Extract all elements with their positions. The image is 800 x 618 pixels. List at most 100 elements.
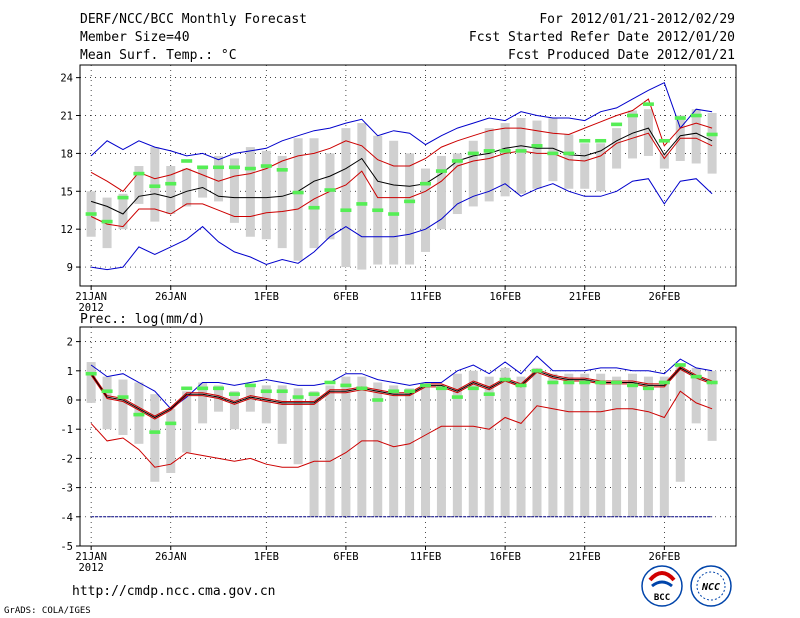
y-tick-label: 15 xyxy=(60,186,73,198)
x-tick-label: 11FEB xyxy=(410,551,442,563)
median-marker xyxy=(340,383,352,388)
inner-lower-line xyxy=(90,390,713,468)
ensemble-box xyxy=(484,376,494,517)
ensemble-box xyxy=(261,385,271,424)
ensemble-box xyxy=(357,123,367,270)
inner-upper-line xyxy=(90,98,713,192)
x-tick-label: 16FEB xyxy=(489,551,521,563)
refer-date-label: Fcst Started Refer Date 2012/01/20 xyxy=(469,30,735,45)
ensemble-box xyxy=(421,168,431,252)
ensemble-box xyxy=(612,128,622,169)
ensemble-box xyxy=(628,373,638,517)
outer-upper-line xyxy=(90,82,713,161)
x-tick-label: 26FEB xyxy=(649,291,681,303)
median-marker xyxy=(388,389,400,394)
median-marker xyxy=(563,151,575,156)
plot-frame xyxy=(79,326,737,547)
median-marker xyxy=(435,169,447,173)
precip-variable-label: Prec.: log(mm/d) xyxy=(80,312,205,327)
median-marker xyxy=(499,377,511,382)
median-marker xyxy=(356,202,368,206)
x-tick-label: 21FEB xyxy=(569,551,601,563)
ensemble-box xyxy=(245,147,255,237)
inner-lower-line xyxy=(90,132,713,228)
median-marker xyxy=(117,395,129,399)
y-tick-label: -5 xyxy=(60,541,73,553)
median-marker xyxy=(611,380,623,385)
median-marker xyxy=(260,389,272,394)
ensemble-box xyxy=(500,367,510,517)
figure-title: DERF/NCC/BCC Monthly Forecast xyxy=(80,12,307,27)
ensemble-box xyxy=(564,134,574,189)
ensemble-box xyxy=(500,123,510,197)
median-marker xyxy=(197,165,209,170)
median-marker xyxy=(483,392,495,396)
median-marker xyxy=(213,165,225,170)
y-tick-label: 1 xyxy=(67,366,73,378)
y-tick-label: 21 xyxy=(60,111,73,123)
median-marker xyxy=(308,392,320,396)
ensemble-box xyxy=(596,373,606,517)
ensemble-box xyxy=(261,150,271,240)
ensemble-box xyxy=(150,394,160,482)
year-label: 2012 xyxy=(78,302,103,314)
member-size-label: Member Size=40 xyxy=(80,30,190,45)
median-marker xyxy=(165,421,177,426)
ensemble-box xyxy=(134,166,144,204)
ensemble-box xyxy=(659,376,669,517)
ensemble-box xyxy=(659,153,669,169)
median-marker xyxy=(324,380,336,385)
median-marker xyxy=(579,138,591,143)
ensemble-box xyxy=(118,379,128,436)
x-tick-label: 11FEB xyxy=(410,291,442,303)
median-marker xyxy=(499,149,511,153)
median-marker xyxy=(228,165,240,170)
x-tick-label: 26FEB xyxy=(649,551,681,563)
ensemble-box xyxy=(102,376,112,430)
ensemble-box xyxy=(389,385,399,517)
x-tick-label: 6FEB xyxy=(333,551,358,563)
median-marker xyxy=(260,164,272,168)
period-label: For 2012/01/21-2012/02/29 xyxy=(539,12,735,27)
ncc-logo-text: NCC xyxy=(701,582,720,593)
y-tick-label: -2 xyxy=(60,453,73,465)
ensemble-box xyxy=(580,143,590,189)
ensemble-box xyxy=(373,135,383,265)
bcc-logo: BCC xyxy=(641,565,683,607)
median-marker xyxy=(706,380,718,385)
median-marker xyxy=(101,219,113,224)
y-tick-label: -1 xyxy=(60,424,73,436)
ensemble-box xyxy=(166,166,176,215)
ensemble-box xyxy=(532,367,542,517)
precipitation-panel: -5 -4 -3 -2 -1 0 1 2 21JAN 26JAN 1FEB 6FEB 11FEB 16FE… xyxy=(60,326,737,574)
ensemble-box xyxy=(468,370,478,517)
y-tick-label: -3 xyxy=(60,483,73,495)
y-tick-label: 12 xyxy=(60,224,73,236)
median-marker xyxy=(674,116,686,120)
median-marker xyxy=(292,395,304,399)
median-marker xyxy=(324,188,336,192)
median-marker xyxy=(101,389,113,394)
ensemble-box xyxy=(405,388,415,517)
median-marker xyxy=(595,380,607,385)
source-url-link[interactable]: http://cmdp.ncc.cma.gov.cn xyxy=(72,584,276,599)
ensemble-box xyxy=(229,158,239,223)
outer-lower-line xyxy=(91,178,713,271)
ensemble-box xyxy=(214,155,224,202)
median-marker xyxy=(244,166,256,171)
ensemble-box xyxy=(707,370,717,441)
ensemble-box xyxy=(548,118,558,182)
ensemble-box xyxy=(277,385,287,444)
median-marker xyxy=(579,380,591,385)
ensemble-box xyxy=(643,109,653,156)
median-marker xyxy=(547,151,559,156)
ensemble-box xyxy=(452,153,462,215)
ensemble-box xyxy=(198,168,208,198)
median-marker xyxy=(690,113,702,118)
y-tick-label: 2 xyxy=(67,337,73,349)
median-marker xyxy=(627,113,639,118)
ensemble-box xyxy=(293,138,303,261)
ensemble-box xyxy=(628,110,638,159)
ensemble-box xyxy=(580,373,590,517)
